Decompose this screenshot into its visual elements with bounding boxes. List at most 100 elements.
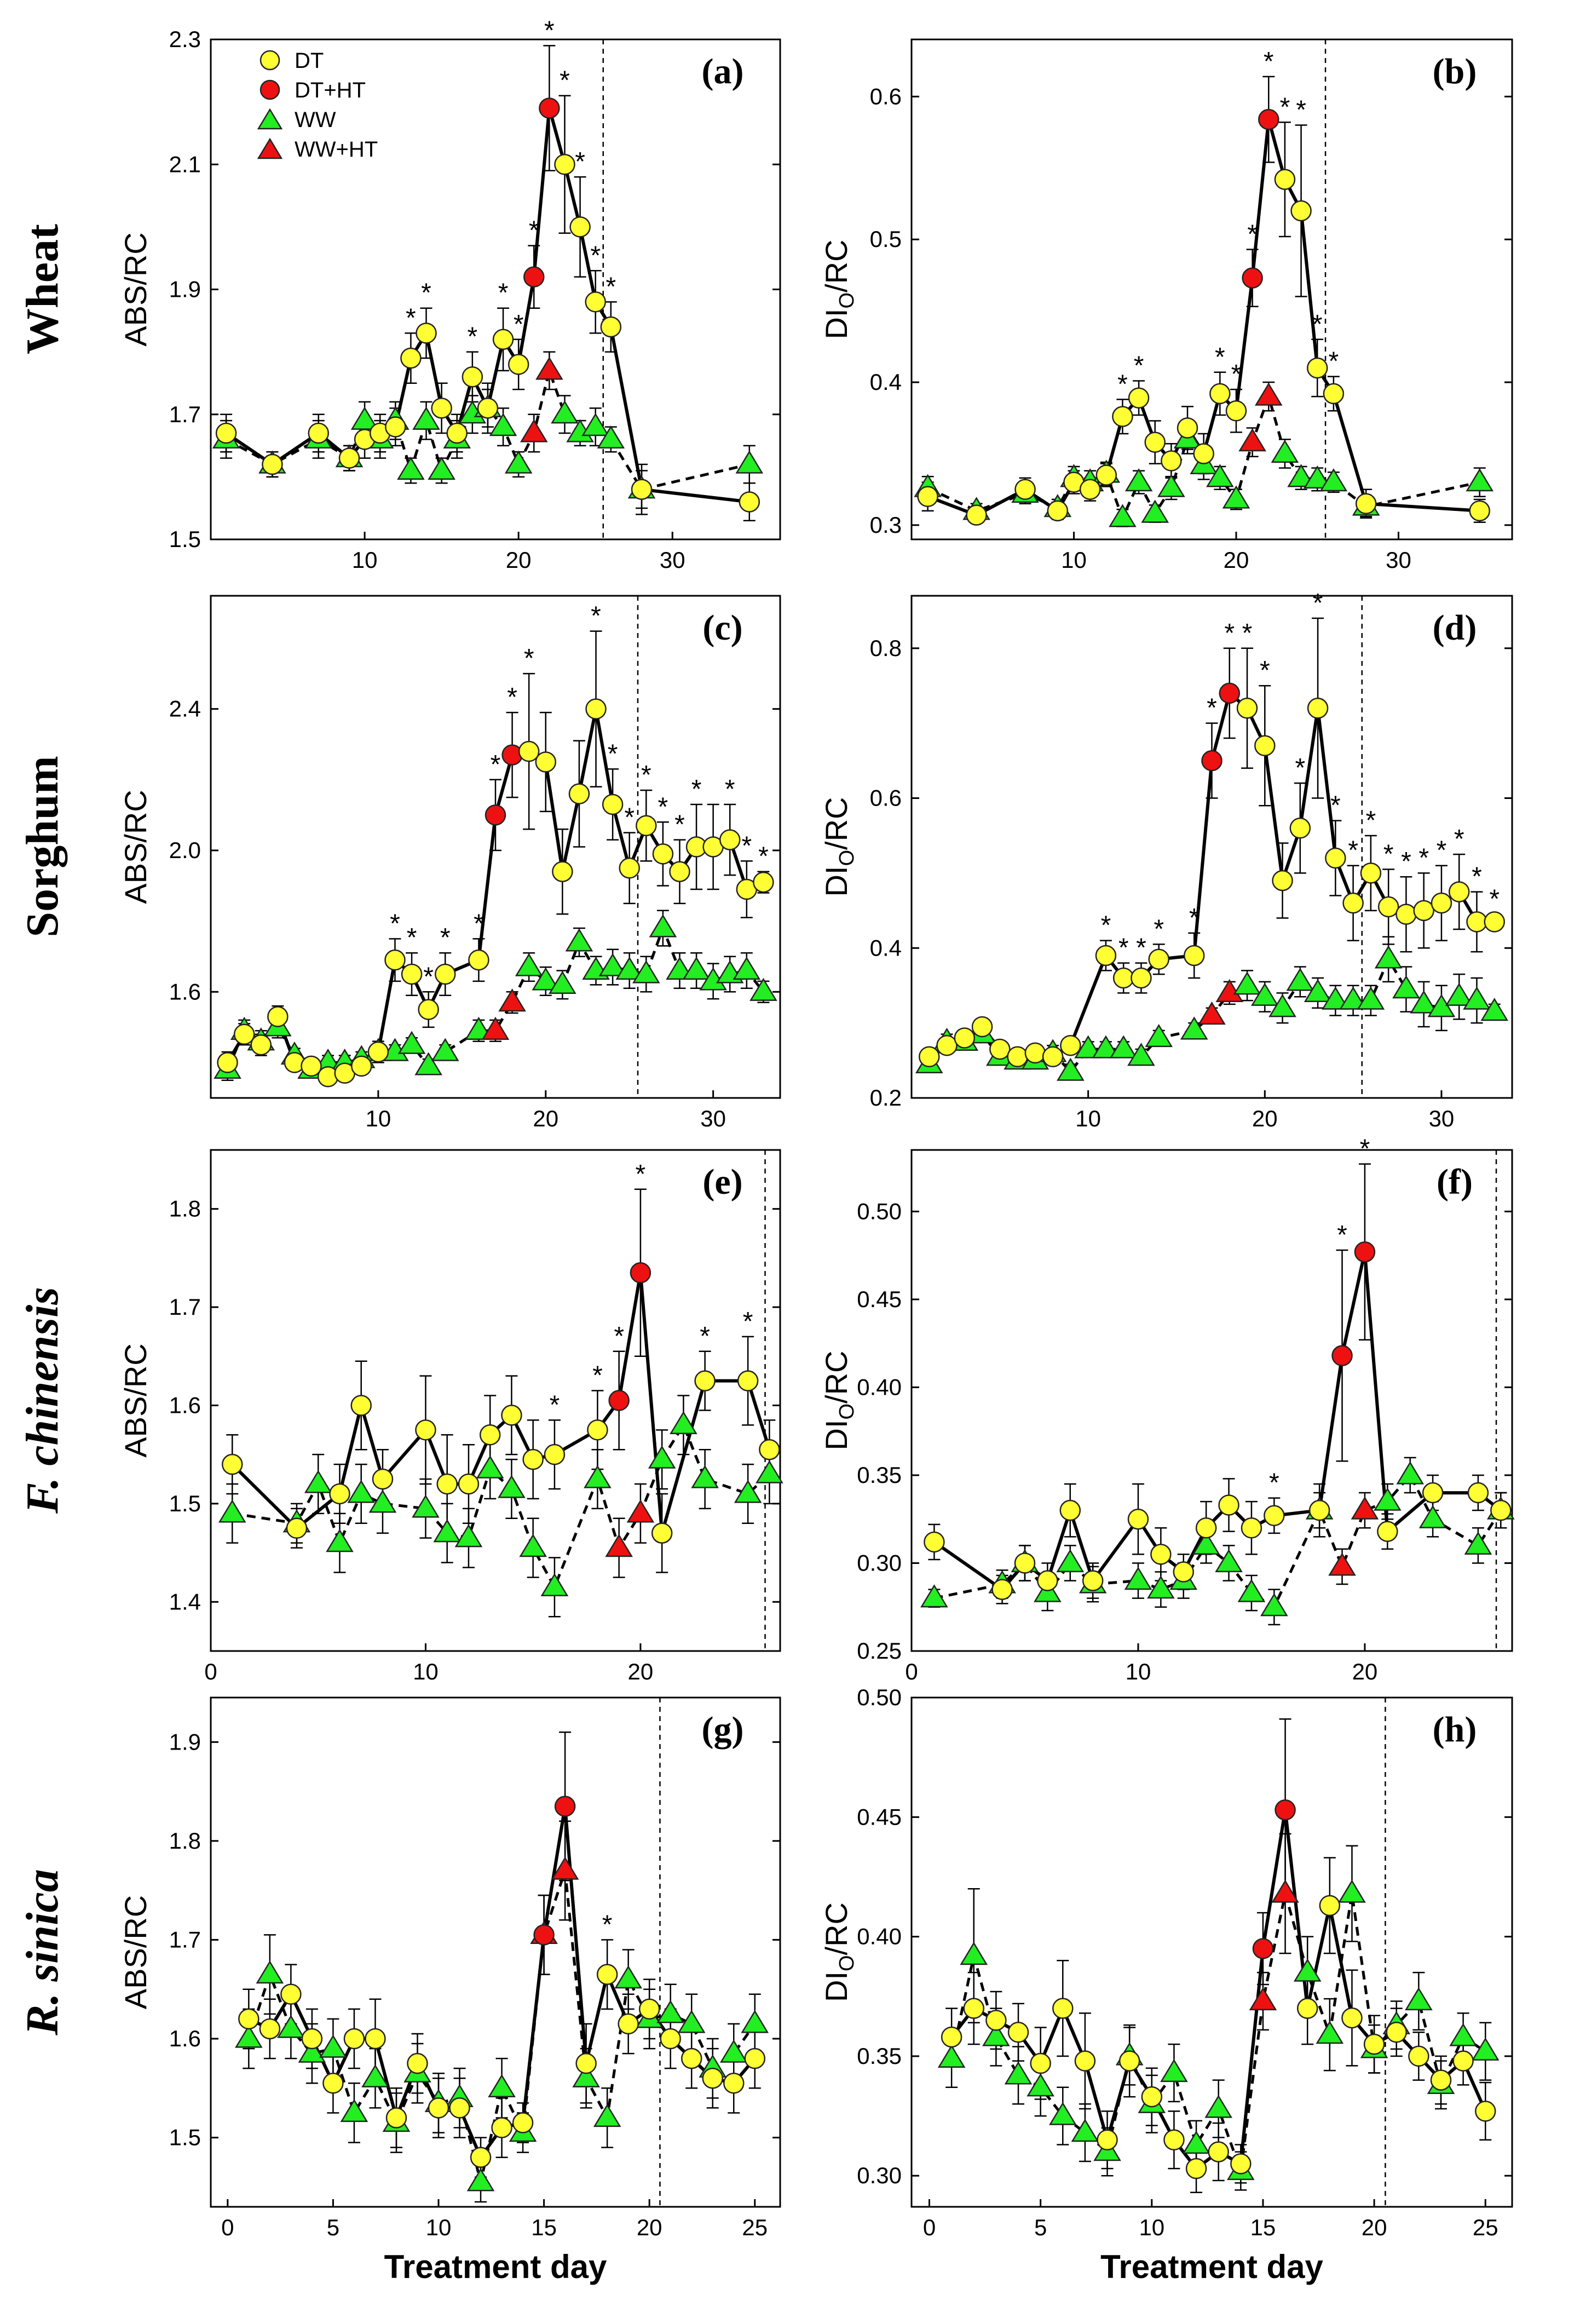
data-point-dt bbox=[919, 1046, 940, 1067]
data-point-dt bbox=[338, 447, 360, 469]
data-point-dt bbox=[1097, 2129, 1118, 2150]
data-point-ww bbox=[1268, 994, 1296, 1017]
significance-asterisk: * bbox=[524, 644, 534, 673]
row-label-sorghum: Sorghum bbox=[17, 756, 68, 937]
significance-asterisk: * bbox=[606, 272, 616, 301]
data-point-ww-ht bbox=[1254, 382, 1283, 406]
data-point-dt bbox=[535, 751, 557, 773]
y-tick-label: 0.6 bbox=[870, 785, 902, 811]
data-point-ww bbox=[670, 1411, 697, 1435]
data-point-ww-ht bbox=[1238, 428, 1266, 452]
data-point-dt bbox=[1225, 400, 1247, 422]
data-point-dt bbox=[286, 1517, 308, 1539]
data-point-dt bbox=[1236, 698, 1258, 719]
significance-asterisk: * bbox=[590, 241, 601, 270]
data-point-ww bbox=[476, 1455, 504, 1479]
y-tick-label: 0.50 bbox=[857, 1684, 902, 1710]
data-point-ww bbox=[741, 2010, 769, 2033]
data-point-ww bbox=[1316, 2021, 1344, 2044]
data-point-ww bbox=[1141, 499, 1169, 523]
significance-asterisk: * bbox=[529, 216, 539, 245]
data-point-dt-ht bbox=[1242, 267, 1263, 289]
data-point-dt bbox=[936, 1034, 958, 1056]
plot-frame bbox=[210, 595, 781, 1099]
data-point-dt bbox=[1208, 2141, 1229, 2162]
data-point-ww bbox=[1056, 1549, 1085, 1573]
data-point-dt bbox=[501, 1405, 522, 1426]
data-point-dt bbox=[636, 815, 657, 837]
y-tick-label: 1.7 bbox=[169, 401, 201, 427]
data-point-dt bbox=[350, 1395, 372, 1416]
y-tick-label: 0.30 bbox=[857, 2162, 902, 2188]
significance-asterisk: * bbox=[550, 1390, 560, 1419]
data-point-dt bbox=[585, 698, 607, 720]
data-point-dt bbox=[1014, 479, 1036, 500]
chart-panels: 1.51.71.92.12.310 20 30ABS/RC(a)**********… bbox=[118, 16, 1515, 2285]
data-point-ww bbox=[412, 1494, 440, 1518]
significance-asterisk: * bbox=[1189, 904, 1200, 933]
plot-frame bbox=[210, 1696, 781, 2208]
data-point-ww bbox=[1237, 1579, 1266, 1602]
data-point-dt bbox=[250, 1034, 272, 1056]
data-point-ww bbox=[1145, 1023, 1173, 1048]
data-point-dt bbox=[1274, 169, 1296, 190]
data-point-ww bbox=[519, 1534, 547, 1557]
y-axis-label: DIO/RC bbox=[819, 1350, 858, 1450]
data-point-ww bbox=[1192, 1531, 1220, 1555]
data-point-ww bbox=[1109, 504, 1137, 527]
data-point-ww bbox=[1271, 439, 1299, 463]
series-line-ww bbox=[933, 1472, 1502, 1609]
x-tick-label: 20 bbox=[506, 547, 532, 573]
data-point-dt bbox=[365, 2028, 386, 2050]
y-tick-label: 2.3 bbox=[169, 26, 201, 52]
data-point-ww bbox=[433, 1519, 462, 1543]
data-point-dt bbox=[479, 1424, 501, 1446]
data-point-ww bbox=[1357, 986, 1385, 1010]
x-tick-label: 20 bbox=[1224, 547, 1249, 573]
data-point-dt bbox=[954, 1027, 976, 1049]
data-point-ww bbox=[1260, 1593, 1288, 1617]
data-point-ww bbox=[733, 956, 761, 980]
data-point-ww bbox=[1427, 994, 1456, 1017]
data-point-dt bbox=[1308, 1499, 1330, 1521]
data-point-dt bbox=[1386, 2022, 1407, 2043]
series-line-ww bbox=[226, 924, 765, 1072]
x-tick-label: 10 bbox=[413, 1659, 439, 1684]
data-point-dt bbox=[1307, 698, 1329, 719]
significance-asterisk: * bbox=[1472, 862, 1482, 891]
significance-asterisk: * bbox=[725, 775, 735, 804]
data-point-ww bbox=[649, 914, 677, 937]
data-point-dt bbox=[1264, 1505, 1285, 1527]
legend: DT DT+HT WW WW+HT bbox=[257, 49, 378, 162]
data-point-ww bbox=[1418, 1505, 1447, 1528]
significance-asterisk: * bbox=[691, 775, 702, 804]
data-point-dt bbox=[1128, 387, 1150, 409]
data-point-ww bbox=[572, 2064, 600, 2087]
data-point-ww bbox=[1319, 468, 1348, 492]
data-point-dt bbox=[569, 216, 591, 238]
data-point-dt bbox=[631, 479, 653, 500]
data-point-ww bbox=[412, 406, 440, 430]
data-point-dt bbox=[1183, 945, 1205, 967]
data-point-ww bbox=[235, 2024, 263, 2048]
data-point-ww bbox=[1124, 1567, 1152, 1590]
significance-asterisk: * bbox=[1348, 836, 1358, 865]
data-point-dt bbox=[329, 1483, 350, 1505]
panel-label: (f) bbox=[1437, 1162, 1473, 1202]
data-point-ww bbox=[581, 413, 610, 436]
data-point-dt-ht bbox=[554, 1796, 576, 1817]
data-point-dt bbox=[739, 491, 760, 513]
data-point-dt bbox=[753, 871, 774, 893]
y-axis-label: ABS/RC bbox=[118, 232, 153, 347]
data-point-dt bbox=[1363, 2033, 1385, 2055]
data-point-ww bbox=[347, 1480, 376, 1503]
data-point-dt bbox=[512, 2112, 534, 2133]
data-point-ww bbox=[1374, 945, 1403, 969]
data-point-dt bbox=[1007, 1046, 1028, 1067]
data-point-dt bbox=[1430, 2069, 1452, 2091]
data-point-dt bbox=[1082, 1570, 1104, 1591]
plot-frame bbox=[910, 38, 1513, 540]
significance-asterisk: * bbox=[1295, 753, 1305, 783]
significance-asterisk: * bbox=[624, 803, 635, 832]
y-tick-label: 0.25 bbox=[857, 1638, 902, 1664]
